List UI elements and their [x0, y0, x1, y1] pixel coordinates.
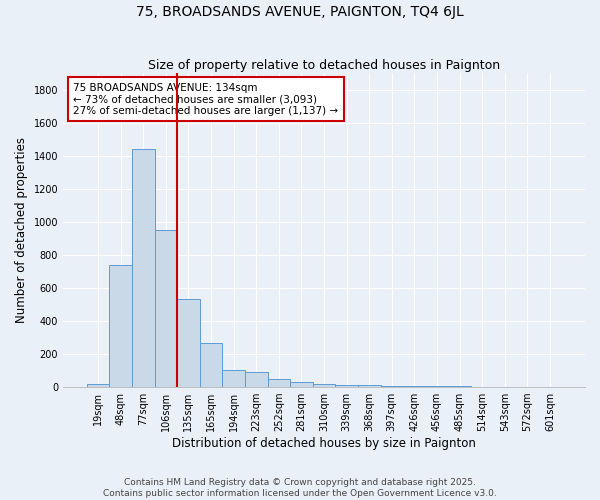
- Bar: [313, 384, 335, 387]
- Bar: [290, 382, 313, 387]
- Bar: [403, 386, 426, 387]
- Bar: [132, 149, 155, 387]
- Bar: [426, 386, 448, 387]
- Bar: [380, 386, 403, 387]
- X-axis label: Distribution of detached houses by size in Paignton: Distribution of detached houses by size …: [172, 437, 476, 450]
- Bar: [200, 344, 223, 387]
- Bar: [155, 230, 177, 387]
- Bar: [448, 386, 471, 387]
- Text: Contains HM Land Registry data © Crown copyright and database right 2025.
Contai: Contains HM Land Registry data © Crown c…: [103, 478, 497, 498]
- Bar: [268, 379, 290, 387]
- Bar: [177, 298, 200, 387]
- Text: 75 BROADSANDS AVENUE: 134sqm
← 73% of detached houses are smaller (3,093)
27% of: 75 BROADSANDS AVENUE: 134sqm ← 73% of de…: [73, 82, 338, 116]
- Text: 75, BROADSANDS AVENUE, PAIGNTON, TQ4 6JL: 75, BROADSANDS AVENUE, PAIGNTON, TQ4 6JL: [136, 5, 464, 19]
- Bar: [358, 386, 380, 387]
- Title: Size of property relative to detached houses in Paignton: Size of property relative to detached ho…: [148, 59, 500, 72]
- Bar: [223, 370, 245, 387]
- Y-axis label: Number of detached properties: Number of detached properties: [15, 137, 28, 323]
- Bar: [109, 265, 132, 387]
- Bar: [335, 386, 358, 387]
- Bar: [245, 372, 268, 387]
- Bar: [87, 384, 109, 387]
